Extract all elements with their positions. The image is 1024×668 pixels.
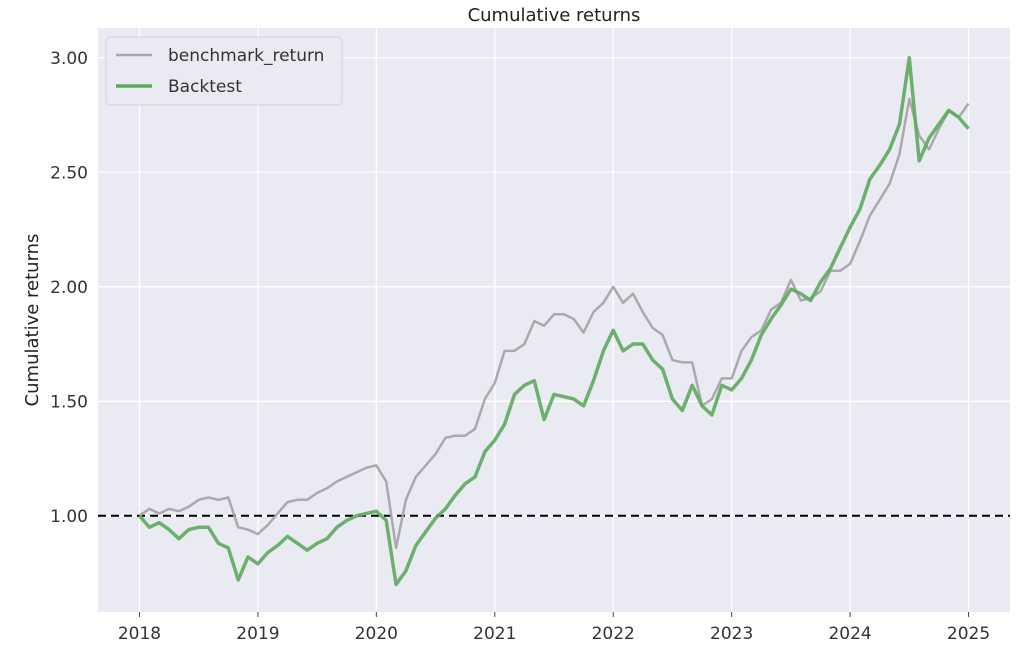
legend-label-backtest: Backtest [168, 77, 242, 97]
x-tick-label: 2025 [947, 624, 990, 644]
series-lines [138, 56, 970, 587]
y-tick-label: 2.00 [50, 278, 88, 298]
y-tick-label: 1.50 [50, 392, 88, 412]
x-tick-label: 2024 [828, 624, 871, 644]
x-axis: 2018 2019 2020 2021 2022 2023 2024 2025 [118, 612, 990, 644]
legend-label-benchmark: benchmark_return [168, 46, 324, 66]
y-axis: 1.00 1.50 2.00 2.50 3.00 [50, 49, 88, 527]
chart-title: Cumulative returns [468, 5, 641, 26]
legend: benchmark_return Backtest [105, 36, 343, 106]
x-tick-label: 2019 [236, 624, 279, 644]
x-tick-label: 2020 [355, 624, 398, 644]
legend-box [105, 36, 343, 106]
x-tick-label: 2021 [473, 624, 516, 644]
series-line-backtest [138, 56, 970, 587]
y-tick-label: 1.00 [50, 507, 88, 527]
x-tick-label: 2022 [592, 624, 635, 644]
y-tick-label: 2.50 [50, 163, 88, 183]
y-axis-label: Cumulative returns [22, 234, 43, 407]
x-tick-label: 2018 [118, 624, 161, 644]
plot-background [98, 28, 1010, 612]
x-tick-label: 2023 [710, 624, 753, 644]
y-tick-label: 3.00 [50, 49, 88, 69]
